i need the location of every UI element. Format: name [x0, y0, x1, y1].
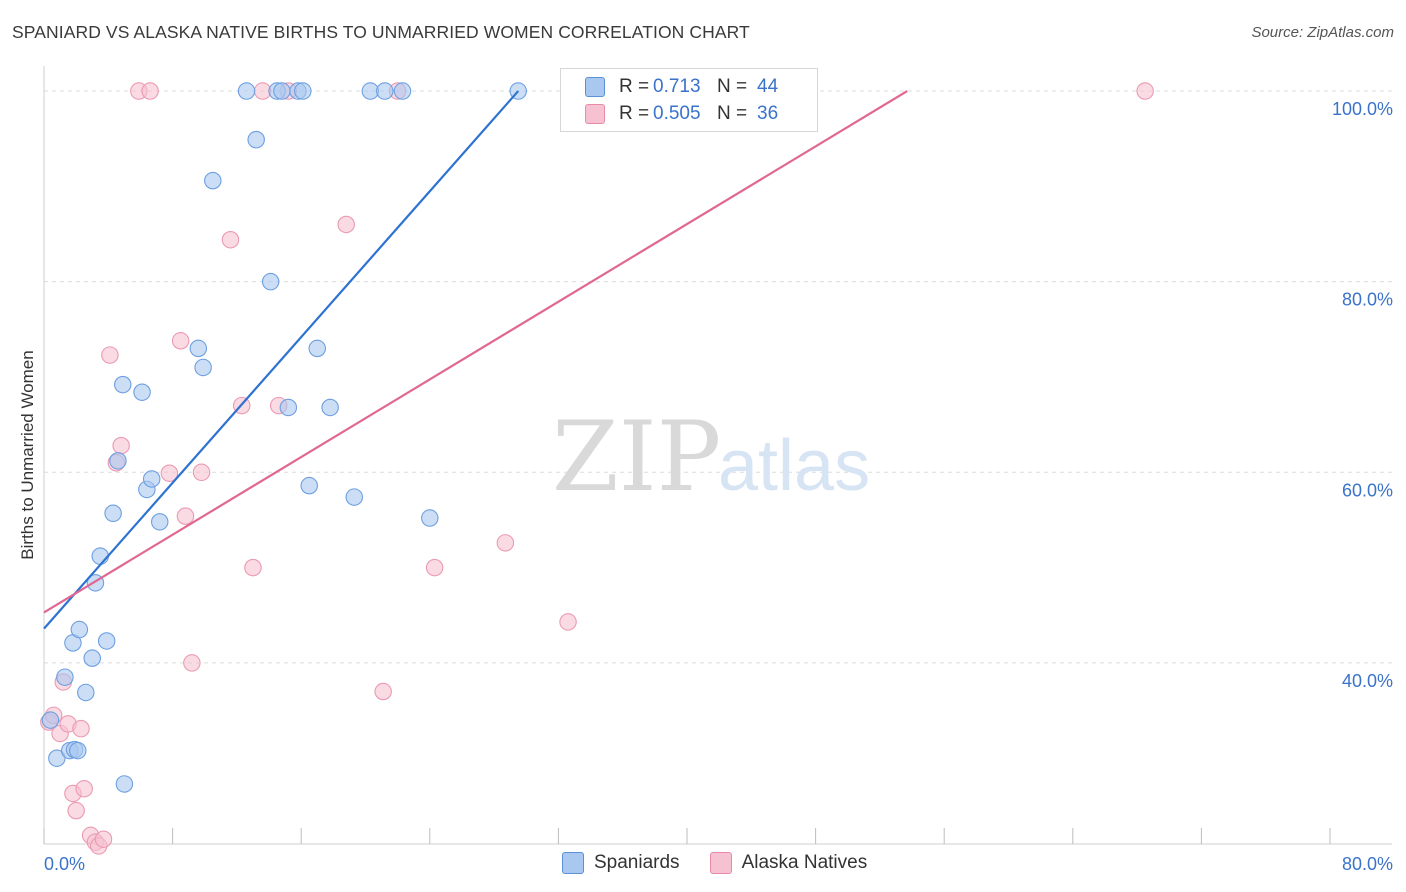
data-point	[279, 398, 298, 417]
data-point	[374, 682, 392, 701]
data-point	[176, 507, 195, 525]
legend-item-spaniards[interactable]: Spaniards	[562, 852, 680, 874]
legend-n-value: 44	[757, 76, 779, 97]
data-point	[91, 547, 110, 565]
data-point	[72, 719, 90, 738]
trend-layer	[43, 90, 908, 630]
legend-n-label: N =	[717, 76, 748, 97]
data-point	[376, 82, 394, 100]
data-point	[345, 488, 363, 506]
trend-line-spaniards	[43, 90, 520, 630]
legend-r-label: R =	[619, 103, 650, 124]
legend-label-spaniards: Spaniards	[594, 852, 680, 873]
data-point	[150, 513, 169, 531]
data-point	[321, 398, 339, 417]
y-tick-label: 60.0%	[1342, 480, 1393, 500]
data-point	[77, 683, 95, 702]
legend-swatch-alaska-natives	[709, 852, 732, 874]
legend-item-alaska-natives[interactable]: Alaska Natives	[709, 852, 868, 874]
data-point	[114, 375, 132, 394]
data-point	[192, 463, 211, 482]
data-point	[83, 649, 101, 667]
legend-r-value: 0.713	[653, 76, 701, 97]
data-point	[112, 436, 130, 455]
legend-r-value: 0.505	[653, 103, 701, 124]
data-point	[1136, 82, 1154, 100]
grid-layer	[44, 90, 1392, 664]
data-point	[337, 215, 355, 234]
data-point	[421, 509, 439, 527]
legend-n-label: N =	[717, 103, 748, 124]
legend-swatch-alaska-natives	[585, 104, 605, 124]
data-point	[67, 801, 85, 820]
stats-legend: R = 0.713 N = 44 R = 0.505 N = 36	[560, 68, 818, 132]
data-point	[104, 504, 122, 523]
data-point	[48, 749, 66, 767]
legend-r-label: R =	[619, 76, 650, 97]
data-point	[133, 383, 151, 401]
x-tick-label: 80.0%	[1342, 854, 1393, 874]
data-point	[94, 830, 113, 848]
legend-swatch-spaniards	[562, 852, 584, 874]
data-point	[189, 339, 208, 358]
data-point	[69, 741, 87, 760]
data-point	[300, 476, 318, 495]
data-point	[294, 82, 312, 100]
data-point	[183, 654, 201, 672]
data-point	[101, 346, 119, 364]
legend-label-alaska-natives: Alaska Natives	[741, 852, 868, 873]
data-point	[244, 558, 262, 577]
data-point	[160, 464, 179, 482]
data-point	[109, 452, 127, 470]
data-point	[559, 613, 577, 631]
data-point	[115, 775, 134, 793]
y-tick-label: 80.0%	[1342, 290, 1393, 310]
trend-line-alaska-natives	[43, 90, 908, 614]
chart-title: SPANIARD VS ALASKA NATIVE BIRTHS TO UNMA…	[12, 22, 750, 42]
data-point	[308, 339, 327, 358]
y-tick-label: 40.0%	[1342, 671, 1393, 691]
data-point	[247, 130, 265, 149]
legend-row-alaska-natives: R = 0.505 N = 36	[585, 102, 778, 126]
source-label: Source: ZipAtlas.com	[1251, 24, 1394, 41]
data-point	[75, 779, 93, 798]
data-point	[204, 171, 222, 190]
data-point	[261, 272, 280, 291]
legend-row-spaniards: R = 0.713 N = 44	[585, 75, 778, 99]
y-tick-label: 100.0%	[1332, 99, 1393, 119]
data-point	[273, 82, 291, 100]
legend-swatch-spaniards	[585, 77, 605, 97]
data-point	[70, 620, 89, 639]
series-legend: Spaniards Alaska Natives	[562, 852, 897, 874]
legend-n-value: 36	[757, 103, 779, 124]
data-point	[221, 230, 240, 249]
data-point	[425, 558, 444, 577]
data-point	[41, 711, 60, 729]
data-point	[496, 534, 515, 552]
watermark-atlas: atlas	[718, 426, 870, 506]
data-point	[97, 632, 116, 650]
data-point	[194, 358, 212, 377]
data-point	[56, 668, 74, 686]
tick-layer: 40.0% 60.0% 80.0% 100.0% 0.0% 80.0%	[44, 99, 1393, 874]
data-point	[237, 82, 256, 100]
data-point	[171, 332, 190, 350]
data-point	[393, 82, 412, 100]
x-tick-label: 0.0%	[44, 854, 85, 874]
data-point	[141, 82, 159, 100]
data-point	[142, 470, 161, 488]
watermark-zip: ZIP	[552, 401, 721, 513]
y-axis-label: Births to Unmarried Women	[18, 350, 37, 560]
